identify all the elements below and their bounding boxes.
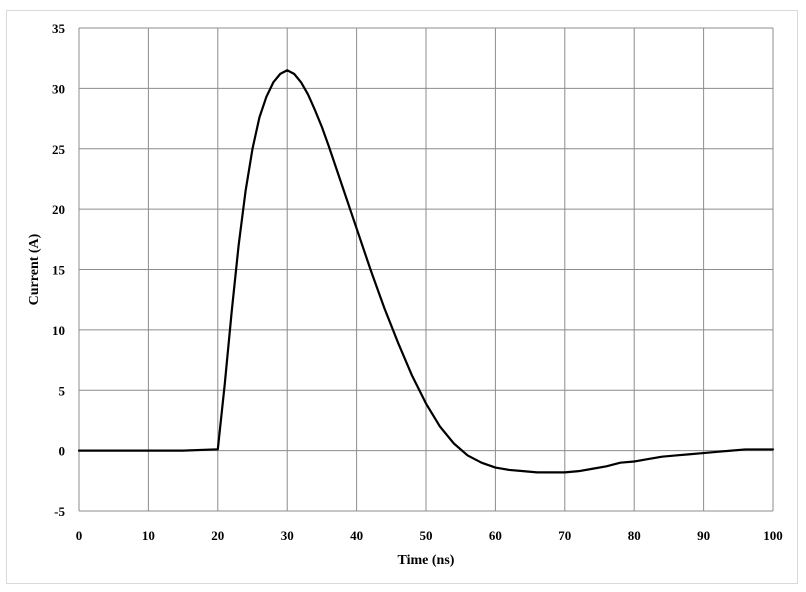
x-tick-label: 20 <box>211 528 224 543</box>
y-tick-label: 35 <box>52 21 66 36</box>
x-tick-label: 70 <box>558 528 571 543</box>
x-tick-label: 0 <box>76 528 83 543</box>
series-line <box>77 69 775 474</box>
chart-frame <box>6 10 798 584</box>
x-tick-label: 10 <box>142 528 155 543</box>
x-tick-label: 30 <box>281 528 294 543</box>
x-tick-label: 50 <box>420 528 433 543</box>
y-tick-label: 0 <box>59 444 66 459</box>
y-tick-label: 15 <box>52 263 66 278</box>
x-tick-label: 90 <box>697 528 710 543</box>
y-tick-label: 5 <box>59 383 66 398</box>
x-tick-label: 60 <box>489 528 502 543</box>
gridlines <box>78 27 774 512</box>
y-axis-title: Current (A) <box>27 233 42 305</box>
y-tick-label: 10 <box>52 323 65 338</box>
x-tick-label: 40 <box>350 528 363 543</box>
y-tick-labels: -5 0 5 10 15 20 25 30 35 <box>52 21 66 519</box>
x-tick-labels: 0 10 20 30 40 50 60 70 80 90 100 <box>76 528 783 543</box>
y-tick-label: 20 <box>52 202 65 217</box>
x-tick-label: 100 <box>763 528 783 543</box>
y-tick-label: 25 <box>52 142 66 157</box>
y-tick-label: 30 <box>52 81 65 96</box>
x-axis-title: Time (ns) <box>398 553 455 568</box>
y-tick-label: -5 <box>54 504 65 519</box>
x-tick-label: 80 <box>628 528 641 543</box>
